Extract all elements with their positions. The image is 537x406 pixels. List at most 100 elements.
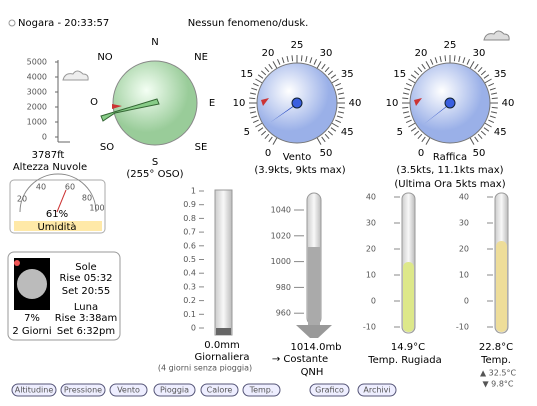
nav-button[interactable] [153, 383, 196, 397]
gauge-tick [327, 130, 334, 136]
gauge-marker [261, 98, 269, 106]
nav-button-label[interactable]: Pressione [64, 386, 102, 395]
gauge-tick [408, 122, 416, 128]
gauge-tick [335, 83, 342, 87]
tick-label: 0.3 [183, 282, 196, 291]
gauge-tick [488, 119, 495, 123]
nav-button[interactable] [11, 383, 57, 397]
label: Umidità [37, 221, 76, 233]
tick-label: 60 [65, 183, 75, 192]
tick-label: 1000 [271, 257, 291, 266]
compass-point: S [152, 157, 158, 168]
tick-label: 20 [415, 48, 428, 59]
tick-label: 0.4 [183, 269, 196, 278]
gauge-tick [458, 55, 461, 63]
humidity-arc [19, 173, 97, 213]
nav-button-label[interactable]: Calore [207, 386, 233, 395]
gauge-tick [444, 55, 447, 62]
tick-label: 5 [244, 127, 250, 138]
nav-button-label[interactable]: Grafico [315, 386, 344, 395]
nav-button-label[interactable]: Pioggia [160, 386, 189, 395]
nav-button-label[interactable]: Archivi [363, 386, 390, 395]
gauge-needle [424, 101, 453, 124]
temp-fill [496, 241, 507, 332]
cloud-icon [62, 70, 89, 81]
tick-label: 100 [89, 204, 104, 213]
gauge-tick [462, 57, 466, 64]
tick-label: 0.1 [183, 310, 196, 319]
nav-button[interactable] [357, 383, 397, 397]
nav-button[interactable] [109, 383, 148, 397]
gauge-tick [316, 61, 322, 69]
rain-tube [214, 189, 233, 336]
gauge-tick [405, 83, 412, 87]
gauge-tick [305, 55, 308, 63]
compass-point: SO [100, 142, 114, 153]
gauge-tick [439, 55, 442, 63]
nav-button[interactable] [200, 383, 239, 397]
gauge-tick [402, 111, 410, 114]
tick-label: 10 [386, 98, 399, 109]
label: 7% [24, 313, 40, 324]
gauge-tick [249, 92, 257, 95]
moon-dot [14, 260, 20, 266]
tick-label: 30 [473, 48, 486, 59]
label: Nessun fenomeno/dusk. [188, 18, 309, 29]
gauge-tick [321, 136, 326, 143]
gauge-tick [489, 87, 496, 91]
gauge-tick [338, 97, 345, 100]
nav-button[interactable] [242, 383, 281, 397]
gauge-tick [484, 122, 492, 128]
tick-label: 30 [366, 219, 376, 228]
tick-label: 960 [276, 309, 291, 318]
label: (Ultima Ora 5kts max) [394, 179, 505, 190]
gauge-tick [251, 115, 258, 119]
tick-label: 40 [349, 98, 362, 109]
tick-label: 0.6 [183, 241, 196, 250]
tick-label: 0 [265, 148, 271, 159]
gauge-tick [257, 127, 264, 132]
gauge-tick [404, 87, 411, 91]
label: (3.9kts, 9kts max) [254, 165, 345, 176]
tick-label: 0.9 [183, 200, 196, 209]
nav-button-label[interactable]: Temp. [249, 386, 274, 395]
nav-button[interactable] [60, 383, 106, 397]
tick-label: 50 [473, 148, 486, 159]
label: 22.8°C [479, 342, 513, 353]
gauge-tick [331, 122, 339, 128]
gauge-tick [272, 137, 278, 145]
gauge-tick [281, 57, 285, 64]
tick-label: 0 [464, 297, 469, 306]
nav-button[interactable] [309, 383, 350, 397]
label: 0.0mm [204, 340, 239, 351]
tick-label: 10 [366, 271, 376, 280]
nav-button-label[interactable]: Vento [117, 386, 140, 395]
nav-button-label[interactable]: Altitudine [15, 386, 54, 395]
compass-point: NE [194, 52, 208, 63]
tick-label: 20 [17, 195, 27, 204]
gauge-tick [425, 61, 431, 69]
gauge-tick [474, 63, 479, 70]
gauge-tick [405, 119, 412, 123]
label: QNH [301, 367, 324, 378]
gauge-tick [480, 130, 487, 136]
gauge-tick [488, 83, 495, 87]
tick-label: 1 [191, 187, 196, 196]
label: Rise 3:38am [55, 313, 118, 324]
gauge-tick [483, 74, 490, 79]
tick-label: 50 [320, 148, 333, 159]
gauge-tick [484, 78, 492, 84]
gauge-tick [466, 58, 470, 65]
compass-point: E [209, 98, 215, 109]
gauge-tick [260, 130, 267, 136]
tick-label: 0 [191, 324, 196, 333]
gauge-tick [331, 78, 339, 84]
gauge-tick [309, 57, 313, 64]
label: Set 6:32pm [57, 326, 115, 337]
gauge-tick [491, 106, 498, 109]
gauge-tick [421, 136, 426, 143]
gauge-tick [408, 78, 416, 84]
gauge-tick [251, 87, 258, 91]
gauge-tick [413, 130, 420, 136]
gauge-tick [330, 127, 337, 132]
